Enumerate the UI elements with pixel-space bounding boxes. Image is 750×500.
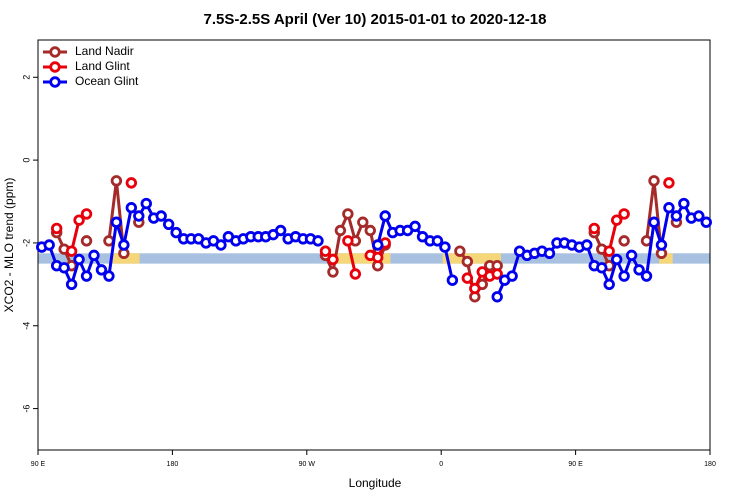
data-point [454,245,466,257]
data-point [319,245,332,257]
data-point [312,235,324,247]
data-point [110,216,123,228]
x-tick-label: 90 E [568,461,583,468]
data-point [670,210,683,222]
data-point [155,210,167,222]
data-point [693,210,705,222]
legend-marker [49,76,61,88]
data-point [700,216,712,228]
legend-label: Land Glint [75,59,130,73]
x-tick-label: 180 [704,461,716,468]
data-point [43,239,55,251]
data-point [327,266,339,278]
data-point [58,262,70,274]
data-point [633,264,645,276]
data-point [618,208,630,220]
data-point [648,175,660,187]
band-highlight [659,253,673,264]
legend-label: Ocean Glint [75,74,139,88]
data-point [80,208,93,220]
x-tick-label: 90 W [299,461,316,468]
y-tick-label: -2 [21,239,31,247]
data-point [581,239,593,251]
data-point [349,268,362,280]
data-point [342,208,354,220]
data-point [170,226,182,239]
data-point [162,218,175,230]
data-point [73,214,85,226]
data-point [364,224,376,237]
legend-marker [49,46,61,58]
y-axis-label: XCO2 - MLO trend (ppm) [2,178,16,313]
data-point [88,249,100,262]
data-point [446,274,459,286]
data-point [461,255,474,268]
data-point [618,235,630,247]
data-point [618,270,630,282]
x-tick-label: 0 [439,461,443,468]
data-point [625,249,638,262]
series-group [50,177,675,295]
y-tick-label: -6 [21,405,31,413]
legend-marker [49,61,61,73]
data-point [125,177,138,189]
data-point [140,197,152,210]
data-point [110,175,123,187]
data-point [610,253,623,266]
data-point [125,202,138,214]
data-point [603,278,615,291]
band-highlight [329,253,391,264]
y-tick-label: -4 [21,322,31,330]
data-point [491,291,503,303]
data-point [372,239,384,251]
data-point [65,245,78,257]
data-point [655,239,668,251]
series-group [36,197,712,303]
data-point [439,241,451,253]
data-point [327,253,339,266]
data-point [543,247,556,259]
data-point [588,222,600,235]
y-tick-label: 2 [21,75,31,80]
x-tick-label: 90 E [31,461,46,468]
data-point [65,278,78,291]
data-point [133,210,145,222]
data-point [491,268,503,280]
data-point [80,235,93,247]
data-point [334,224,347,237]
data-point [73,253,85,266]
data-point [379,210,391,222]
chart-title: 7.5S-2.5S April (Ver 10) 2015-01-01 to 2… [204,11,547,28]
data-point [603,245,615,257]
data-point [103,270,115,282]
data-point [274,224,287,237]
data-point [469,282,481,295]
series-group [50,175,683,303]
data-point [663,202,675,214]
data-point [80,270,93,282]
data-point [50,222,63,235]
x-tick-label: 180 [167,461,179,468]
data-point [357,216,369,228]
data-point [118,239,130,251]
data-point [610,214,623,226]
data-point [215,239,227,251]
data-point [95,264,108,276]
data-point [596,262,608,274]
data-point [431,235,444,247]
data-point [506,270,518,282]
legend-label: Land Nadir [75,44,134,58]
data-point [648,216,660,228]
data-point [372,251,384,264]
data-point [342,235,354,247]
y-tick-label: 0 [21,158,31,163]
data-point [640,270,653,282]
x-axis-label: Longitude [349,476,402,490]
data-point [409,220,421,233]
data-point [461,272,474,284]
data-point [663,177,675,189]
data-point [678,197,690,210]
